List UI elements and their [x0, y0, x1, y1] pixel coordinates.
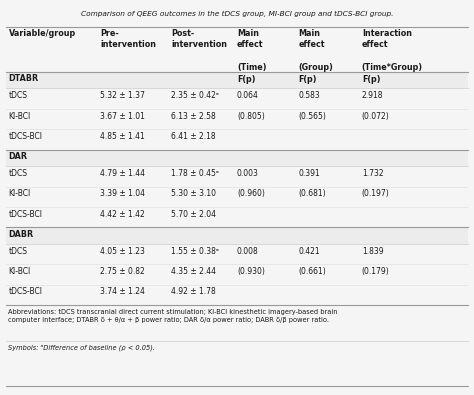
- Text: DAR: DAR: [9, 152, 27, 161]
- Text: tDCS-BCI: tDCS-BCI: [9, 132, 43, 141]
- Text: 3.74 ± 1.24: 3.74 ± 1.24: [100, 287, 145, 296]
- Text: Pre-
intervention: Pre- intervention: [100, 29, 156, 49]
- Text: KI-BCI: KI-BCI: [9, 267, 31, 276]
- Text: 2.35 ± 0.42ᵃ: 2.35 ± 0.42ᵃ: [171, 91, 219, 100]
- Text: 5.32 ± 1.37: 5.32 ± 1.37: [100, 91, 145, 100]
- Text: tDCS: tDCS: [9, 246, 27, 256]
- Text: Post-
intervention: Post- intervention: [171, 29, 227, 49]
- Text: 0.008: 0.008: [237, 246, 259, 256]
- Text: (0.072): (0.072): [362, 112, 390, 120]
- Text: 0.391: 0.391: [298, 169, 320, 178]
- Text: KI-BCI: KI-BCI: [9, 112, 31, 120]
- Text: 5.70 ± 2.04: 5.70 ± 2.04: [171, 210, 216, 219]
- Text: (0.197): (0.197): [362, 189, 390, 198]
- Text: 4.92 ± 1.78: 4.92 ± 1.78: [171, 287, 216, 296]
- Text: 1.55 ± 0.38ᵃ: 1.55 ± 0.38ᵃ: [171, 246, 219, 256]
- Text: 6.13 ± 2.58: 6.13 ± 2.58: [171, 112, 216, 120]
- Text: (0.930): (0.930): [237, 267, 265, 276]
- Text: 0.003: 0.003: [237, 169, 259, 178]
- Text: 4.85 ± 1.41: 4.85 ± 1.41: [100, 132, 145, 141]
- Text: DABR: DABR: [9, 229, 34, 239]
- Bar: [6, 72, 468, 88]
- Text: Comparison of QEEG outcomes in the tDCS group, MI-BCI group and tDCS-BCI group.: Comparison of QEEG outcomes in the tDCS …: [81, 11, 393, 17]
- Text: 2.75 ± 0.82: 2.75 ± 0.82: [100, 267, 145, 276]
- Text: (0.681): (0.681): [298, 189, 326, 198]
- Text: Main
effect

(Group)
F(p): Main effect (Group) F(p): [298, 29, 333, 84]
- Text: Symbols: ᵃDifference of baseline (ρ < 0.05).: Symbols: ᵃDifference of baseline (ρ < 0.…: [9, 344, 155, 351]
- Text: tDCS: tDCS: [9, 169, 27, 178]
- Text: 4.35 ± 2.44: 4.35 ± 2.44: [171, 267, 216, 276]
- Text: 1.839: 1.839: [362, 246, 383, 256]
- Text: (0.661): (0.661): [298, 267, 326, 276]
- Bar: [6, 227, 468, 244]
- Text: 3.67 ± 1.01: 3.67 ± 1.01: [100, 112, 145, 120]
- Text: Main
effect

(Time)
F(p): Main effect (Time) F(p): [237, 29, 266, 84]
- Text: 0.583: 0.583: [298, 91, 320, 100]
- Text: 1.732: 1.732: [362, 169, 383, 178]
- Text: (0.565): (0.565): [298, 112, 326, 120]
- Text: 1.78 ± 0.45ᵃ: 1.78 ± 0.45ᵃ: [171, 169, 219, 178]
- Text: KI-BCI: KI-BCI: [9, 189, 31, 198]
- Text: 3.39 ± 1.04: 3.39 ± 1.04: [100, 189, 146, 198]
- Text: 0.421: 0.421: [298, 246, 320, 256]
- Text: DTABR: DTABR: [9, 74, 38, 83]
- Text: 5.30 ± 3.10: 5.30 ± 3.10: [171, 189, 216, 198]
- Text: 2.918: 2.918: [362, 91, 383, 100]
- Text: (0.179): (0.179): [362, 267, 390, 276]
- Text: (0.805): (0.805): [237, 112, 265, 120]
- Text: 4.42 ± 1.42: 4.42 ± 1.42: [100, 210, 145, 219]
- Text: tDCS-BCI: tDCS-BCI: [9, 210, 43, 219]
- Text: 4.05 ± 1.23: 4.05 ± 1.23: [100, 246, 145, 256]
- Text: 6.41 ± 2.18: 6.41 ± 2.18: [171, 132, 216, 141]
- Text: Variable/group: Variable/group: [9, 29, 76, 38]
- Text: tDCS-BCI: tDCS-BCI: [9, 287, 43, 296]
- Text: Interaction
effect

(Time*Group)
F(p): Interaction effect (Time*Group) F(p): [362, 29, 423, 84]
- Text: 4.79 ± 1.44: 4.79 ± 1.44: [100, 169, 146, 178]
- Bar: [6, 150, 468, 166]
- Text: 0.064: 0.064: [237, 91, 259, 100]
- Text: (0.960): (0.960): [237, 189, 265, 198]
- Text: Abbreviations: tDCS transcranial direct current stimulation; KI-BCI kinesthetic : Abbreviations: tDCS transcranial direct …: [9, 309, 338, 323]
- Text: tDCS: tDCS: [9, 91, 27, 100]
